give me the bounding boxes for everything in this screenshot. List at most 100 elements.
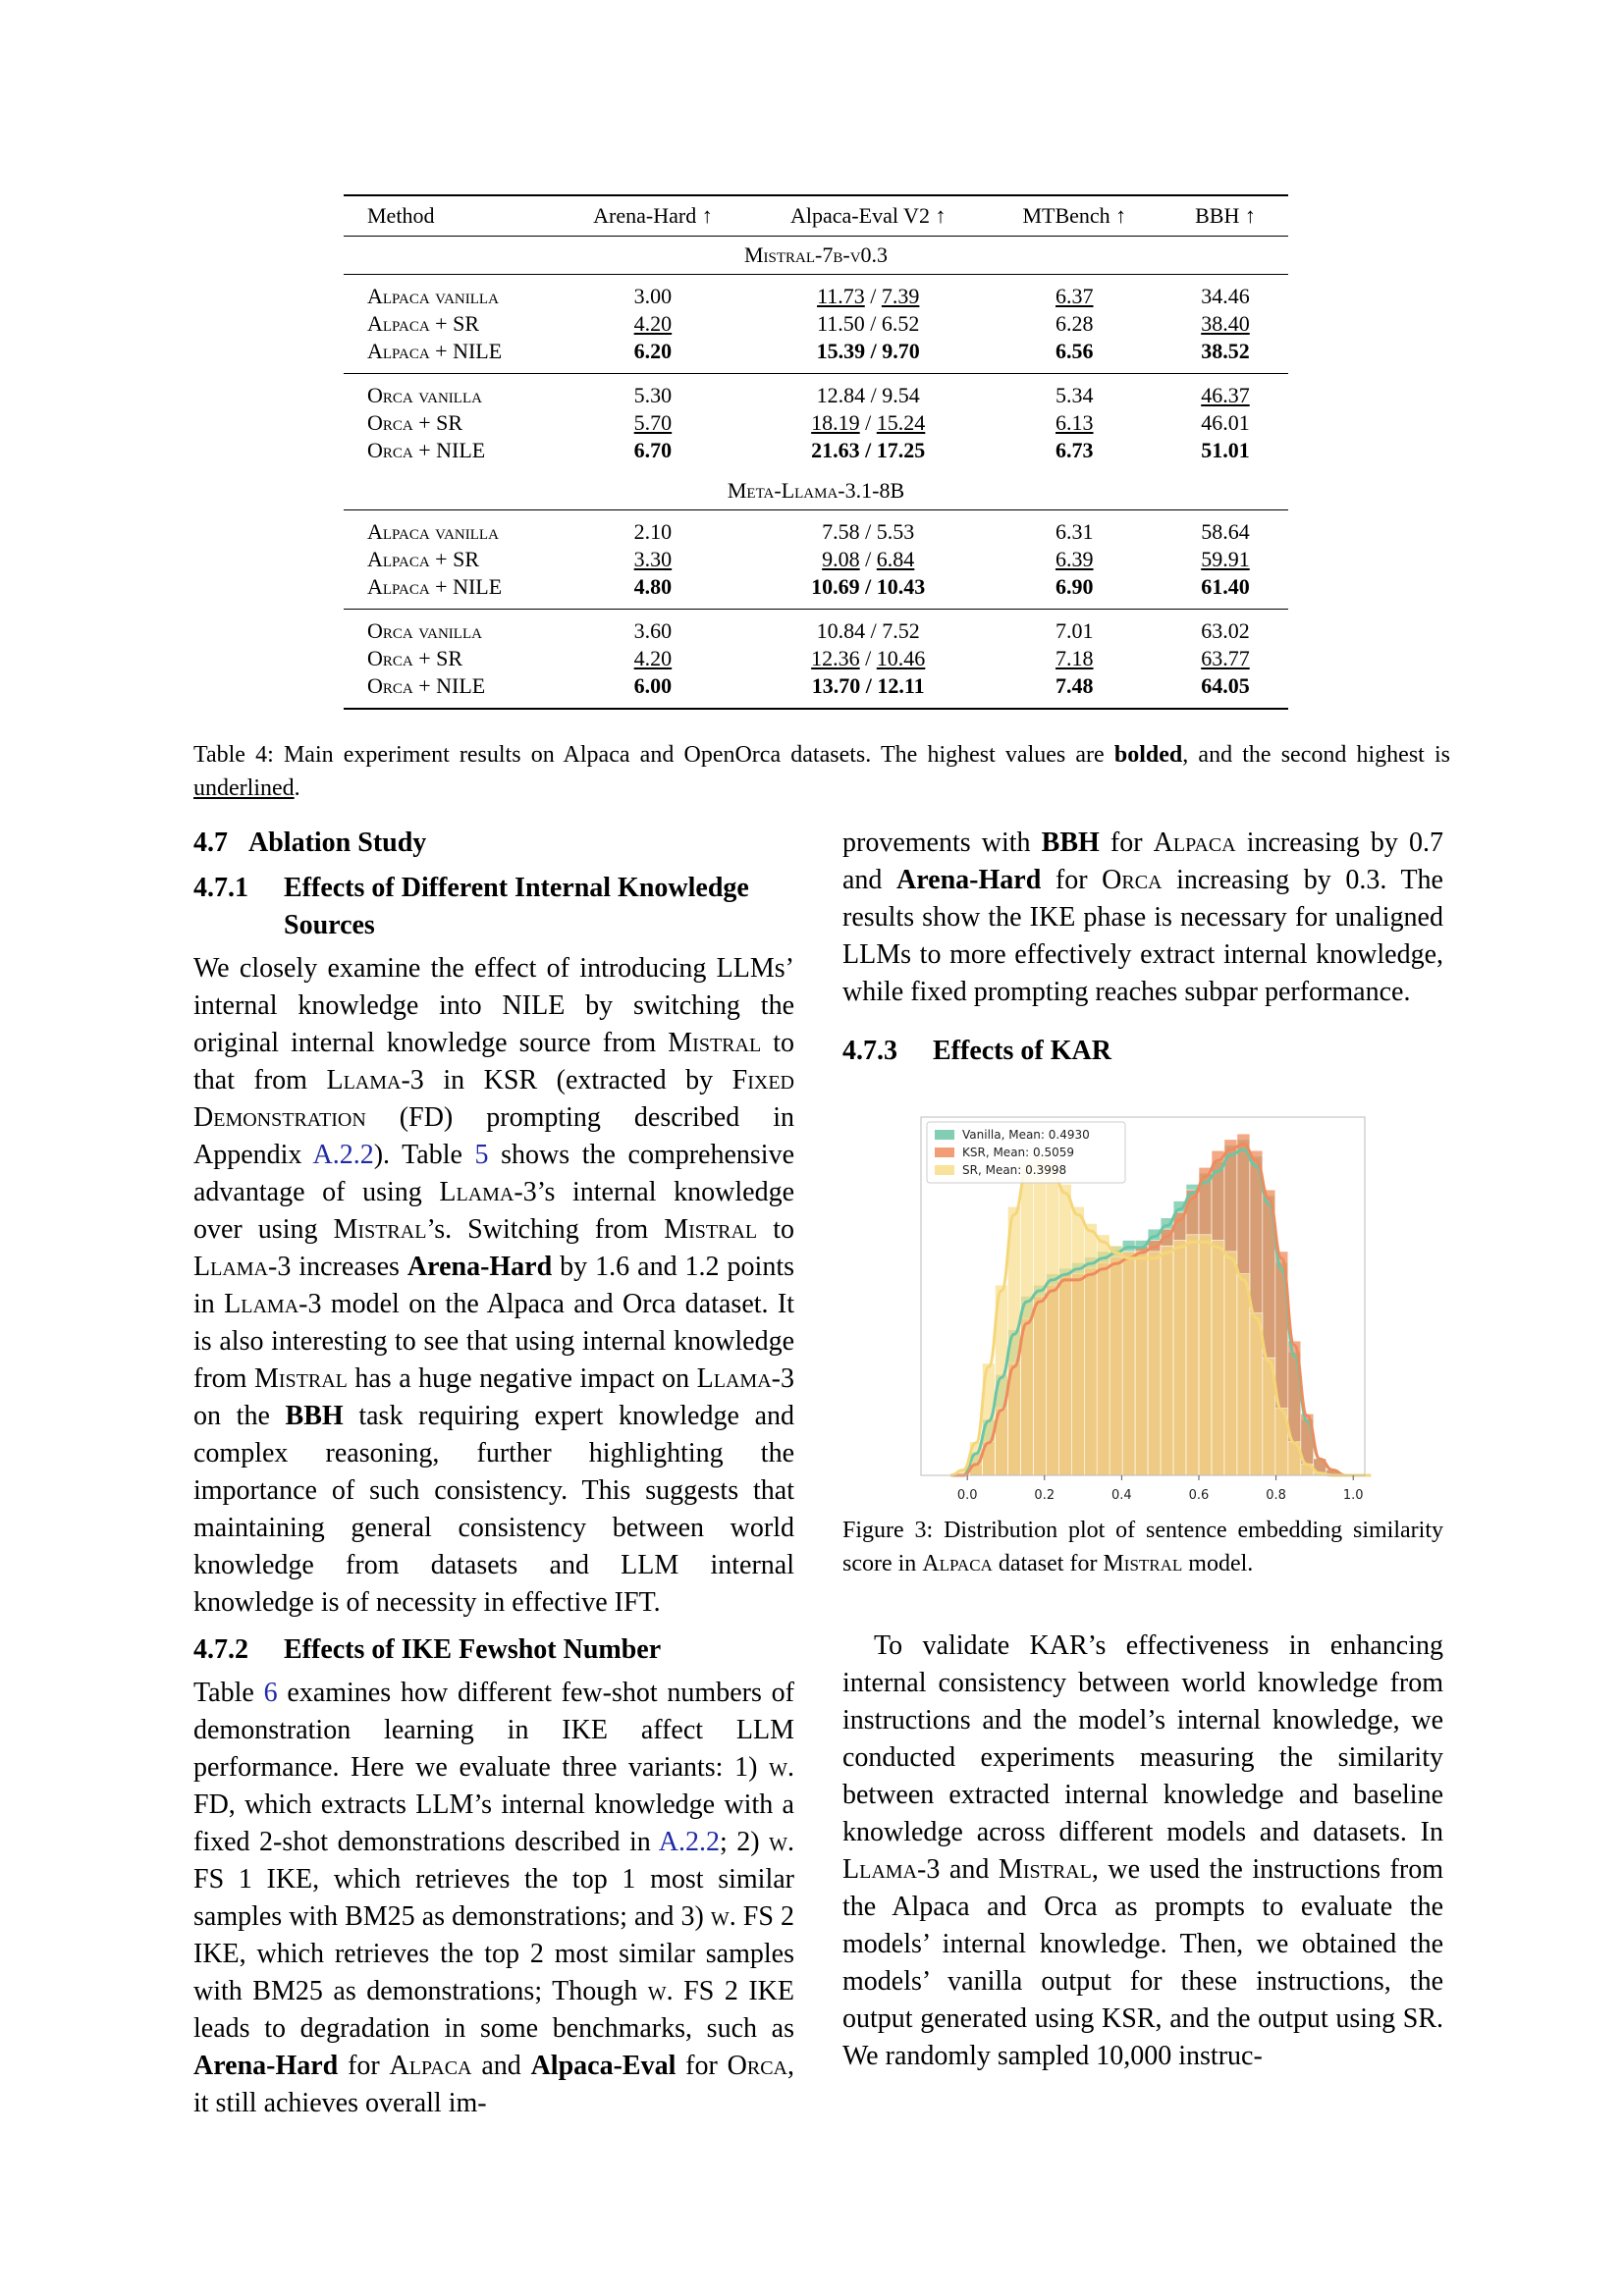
reference-link[interactable]: 6 [263,1678,278,1708]
bbh-value: 63.02 [1201,618,1250,643]
section-heading-4-7: 4.7 Ablation Study [193,828,427,858]
plot-frame [920,1116,1366,1476]
mtbench-value: 6.37 [1056,284,1094,308]
histogram-bar [1033,1155,1047,1476]
alpaca-eval-wr-value: 5.53 [876,519,915,544]
table-row: Alpaca + SR 3.30 9.08 / 6.84 6.39 59.91 [367,547,1250,571]
histogram-bar [1134,1251,1149,1476]
alpaca-eval-wr-value: 7.39 [881,284,920,308]
x-tick-label: 0.8 [1266,1488,1286,1503]
bbh-value: 58.64 [1201,519,1250,544]
arena-hard-value: 3.30 [633,547,673,571]
paragraph-ike-fewshot-continued: provements with BBH for Alpaca increasin… [842,828,1443,1007]
underlined-example: underlined [193,775,295,801]
histogram-bar [1046,1161,1059,1476]
arena-hard-value: 3.60 [633,618,673,643]
histogram-bar [1185,1234,1200,1476]
table-row: Orca vanilla 3.60 10.84 / 7.52 7.01 63.02 [367,618,1250,643]
bbh-value: 51.01 [1201,438,1250,462]
header-arena-hard: Arena-Hard ↑ [556,194,750,237]
alpaca-eval-wr-value: 9.54 [882,383,920,407]
section-heading-4-7-1: 4.7.1 Effects of Different Internal Know… [193,873,749,940]
density-curve [949,1164,1372,1477]
method-name: Alpaca vanilla [367,519,499,544]
reference-link[interactable]: 5 [474,1140,489,1170]
method-name: Orca + NILE [367,438,486,462]
header-method: Method [344,194,557,237]
bbh-value: 38.52 [1201,339,1250,363]
histogram-bar [1160,1245,1174,1476]
mtbench-value: 6.73 [1056,438,1094,462]
table-row: Alpaca vanilla 3.00 11.73 / 7.39 6.37 34.46 [367,284,1250,308]
bbh-value: 64.05 [1201,673,1250,698]
arena-hard-value: 5.30 [633,383,673,407]
legend-swatch [935,1148,954,1157]
method-name: Orca + SR [367,410,463,435]
arena-hard-value: 6.20 [633,339,673,363]
arena-hard-value: 5.70 [633,410,673,435]
alpaca-eval-lc-value: 15.39 [816,339,866,363]
alpaca-eval-lc-value: 9.08 [822,547,860,571]
paragraph-internal-knowledge-sources: We closely examine the effect of introdu… [193,953,795,1618]
x-tick-label: 1.0 [1343,1488,1364,1503]
histogram-bar [1109,1245,1123,1476]
histogram-bar [1198,1234,1213,1476]
reference-link[interactable]: A.2.2 [312,1140,374,1170]
bbh-value: 63.77 [1201,646,1250,670]
table-header-row: Method Arena-Hard ↑ Alpaca-Eval V2 ↑ MTB… [344,194,1288,237]
model-section-row: Mistral-7b-v0.3 [344,236,1288,275]
alpaca-eval-wr-value: 10.46 [876,646,926,670]
mtbench-value: 6.13 [1056,410,1094,435]
mtbench-value: 6.31 [1056,519,1094,544]
figure-caption-label: Figure 3: [842,1518,934,1543]
method-name: Orca vanilla [367,618,482,643]
table-row: Orca + SR 5.70 18.19 / 15.24 6.13 46.01 [367,410,1250,435]
bbh-value: 59.91 [1201,547,1250,571]
alpaca-eval-lc-value: 11.50 [817,311,865,336]
left-column: 4.7 Ablation Study 4.7.1 Effects of Diff… [193,825,794,2122]
table-row: Alpaca vanilla 2.10 7.58 / 5.53 6.31 58.64 [367,519,1250,544]
alpaca-eval-wr-value: 17.25 [876,438,926,462]
legend-label: KSR, Mean: 0.5059 [962,1146,1074,1159]
method-name: Orca vanilla [367,383,482,407]
figure-3-distribution-plot: 0.0 0.2 0.4 0.6 0.8 1.0 Vanilla, Mean: 0.4930 K… [842,1097,1443,1510]
bold-term: Arena-Hard [896,865,1042,895]
bold-term: Alpaca-Eval [530,2051,677,2081]
alpaca-eval-lc-value: 10.69 [811,574,860,599]
mtbench-value: 6.90 [1056,574,1094,599]
legend-swatch [935,1130,954,1140]
table-row: Alpaca + NILE 4.80 10.69 / 10.43 6.90 61.40 [344,573,1288,610]
alpaca-eval-lc-value: 12.36 [811,646,860,670]
method-name: Alpaca + SR [367,547,480,571]
arena-hard-value: 6.00 [633,673,673,698]
histogram-bar [1236,1273,1251,1476]
results-table: Method Arena-Hard ↑ Alpaca-Eval V2 ↑ MTB… [344,194,1288,710]
mtbench-value: 7.18 [1056,646,1094,670]
alpaca-eval-lc-value: 12.84 [816,383,866,407]
header-alpaca-eval: Alpaca-Eval V2 ↑ [749,194,987,237]
section-heading-4-7-2: 4.7.2 Effects of IKE Fewshot Number [193,1634,662,1665]
table-row: Orca + NILE 6.00 13.70 / 12.11 7.48 64.05 [344,672,1288,710]
alpaca-eval-wr-value: 12.11 [877,673,925,698]
results-table-container: Method Arena-Hard ↑ Alpaca-Eval V2 ↑ MTB… [344,194,1288,710]
distribution-chart: 0.0 0.2 0.4 0.6 0.8 1.0 Vanilla, Mean: 0.4930 K… [920,1116,1372,1503]
bbh-value: 38.40 [1201,311,1250,336]
method-name: Alpaca vanilla [367,284,499,308]
legend-box [926,1121,1126,1184]
reference-link[interactable]: A.2.2 [658,1827,720,1857]
alpaca-eval-lc-value: 10.84 [816,618,866,643]
arena-hard-value: 6.70 [633,438,673,462]
histogram-bar [1147,1251,1162,1476]
bolded-example: bolded [1113,742,1183,768]
method-name: Alpaca + NILE [367,574,503,599]
paragraph-kar-effects: To validate KAR’s effectiveness in enhan… [842,1630,1443,2071]
bold-term: Arena-Hard [406,1252,553,1282]
arena-hard-value: 2.10 [633,519,673,544]
legend-label: Vanilla, Mean: 0.4930 [962,1128,1090,1142]
header-mtbench: MTBench ↑ [986,194,1163,237]
alpaca-eval-wr-value: 10.43 [876,574,926,599]
section-heading-4-7-3: 4.7.3 Effects of KAR [842,1036,1111,1066]
header-bbh: BBH ↑ [1162,194,1288,237]
method-name: Orca + SR [367,646,463,670]
alpaca-eval-wr-value: 6.52 [881,311,920,336]
